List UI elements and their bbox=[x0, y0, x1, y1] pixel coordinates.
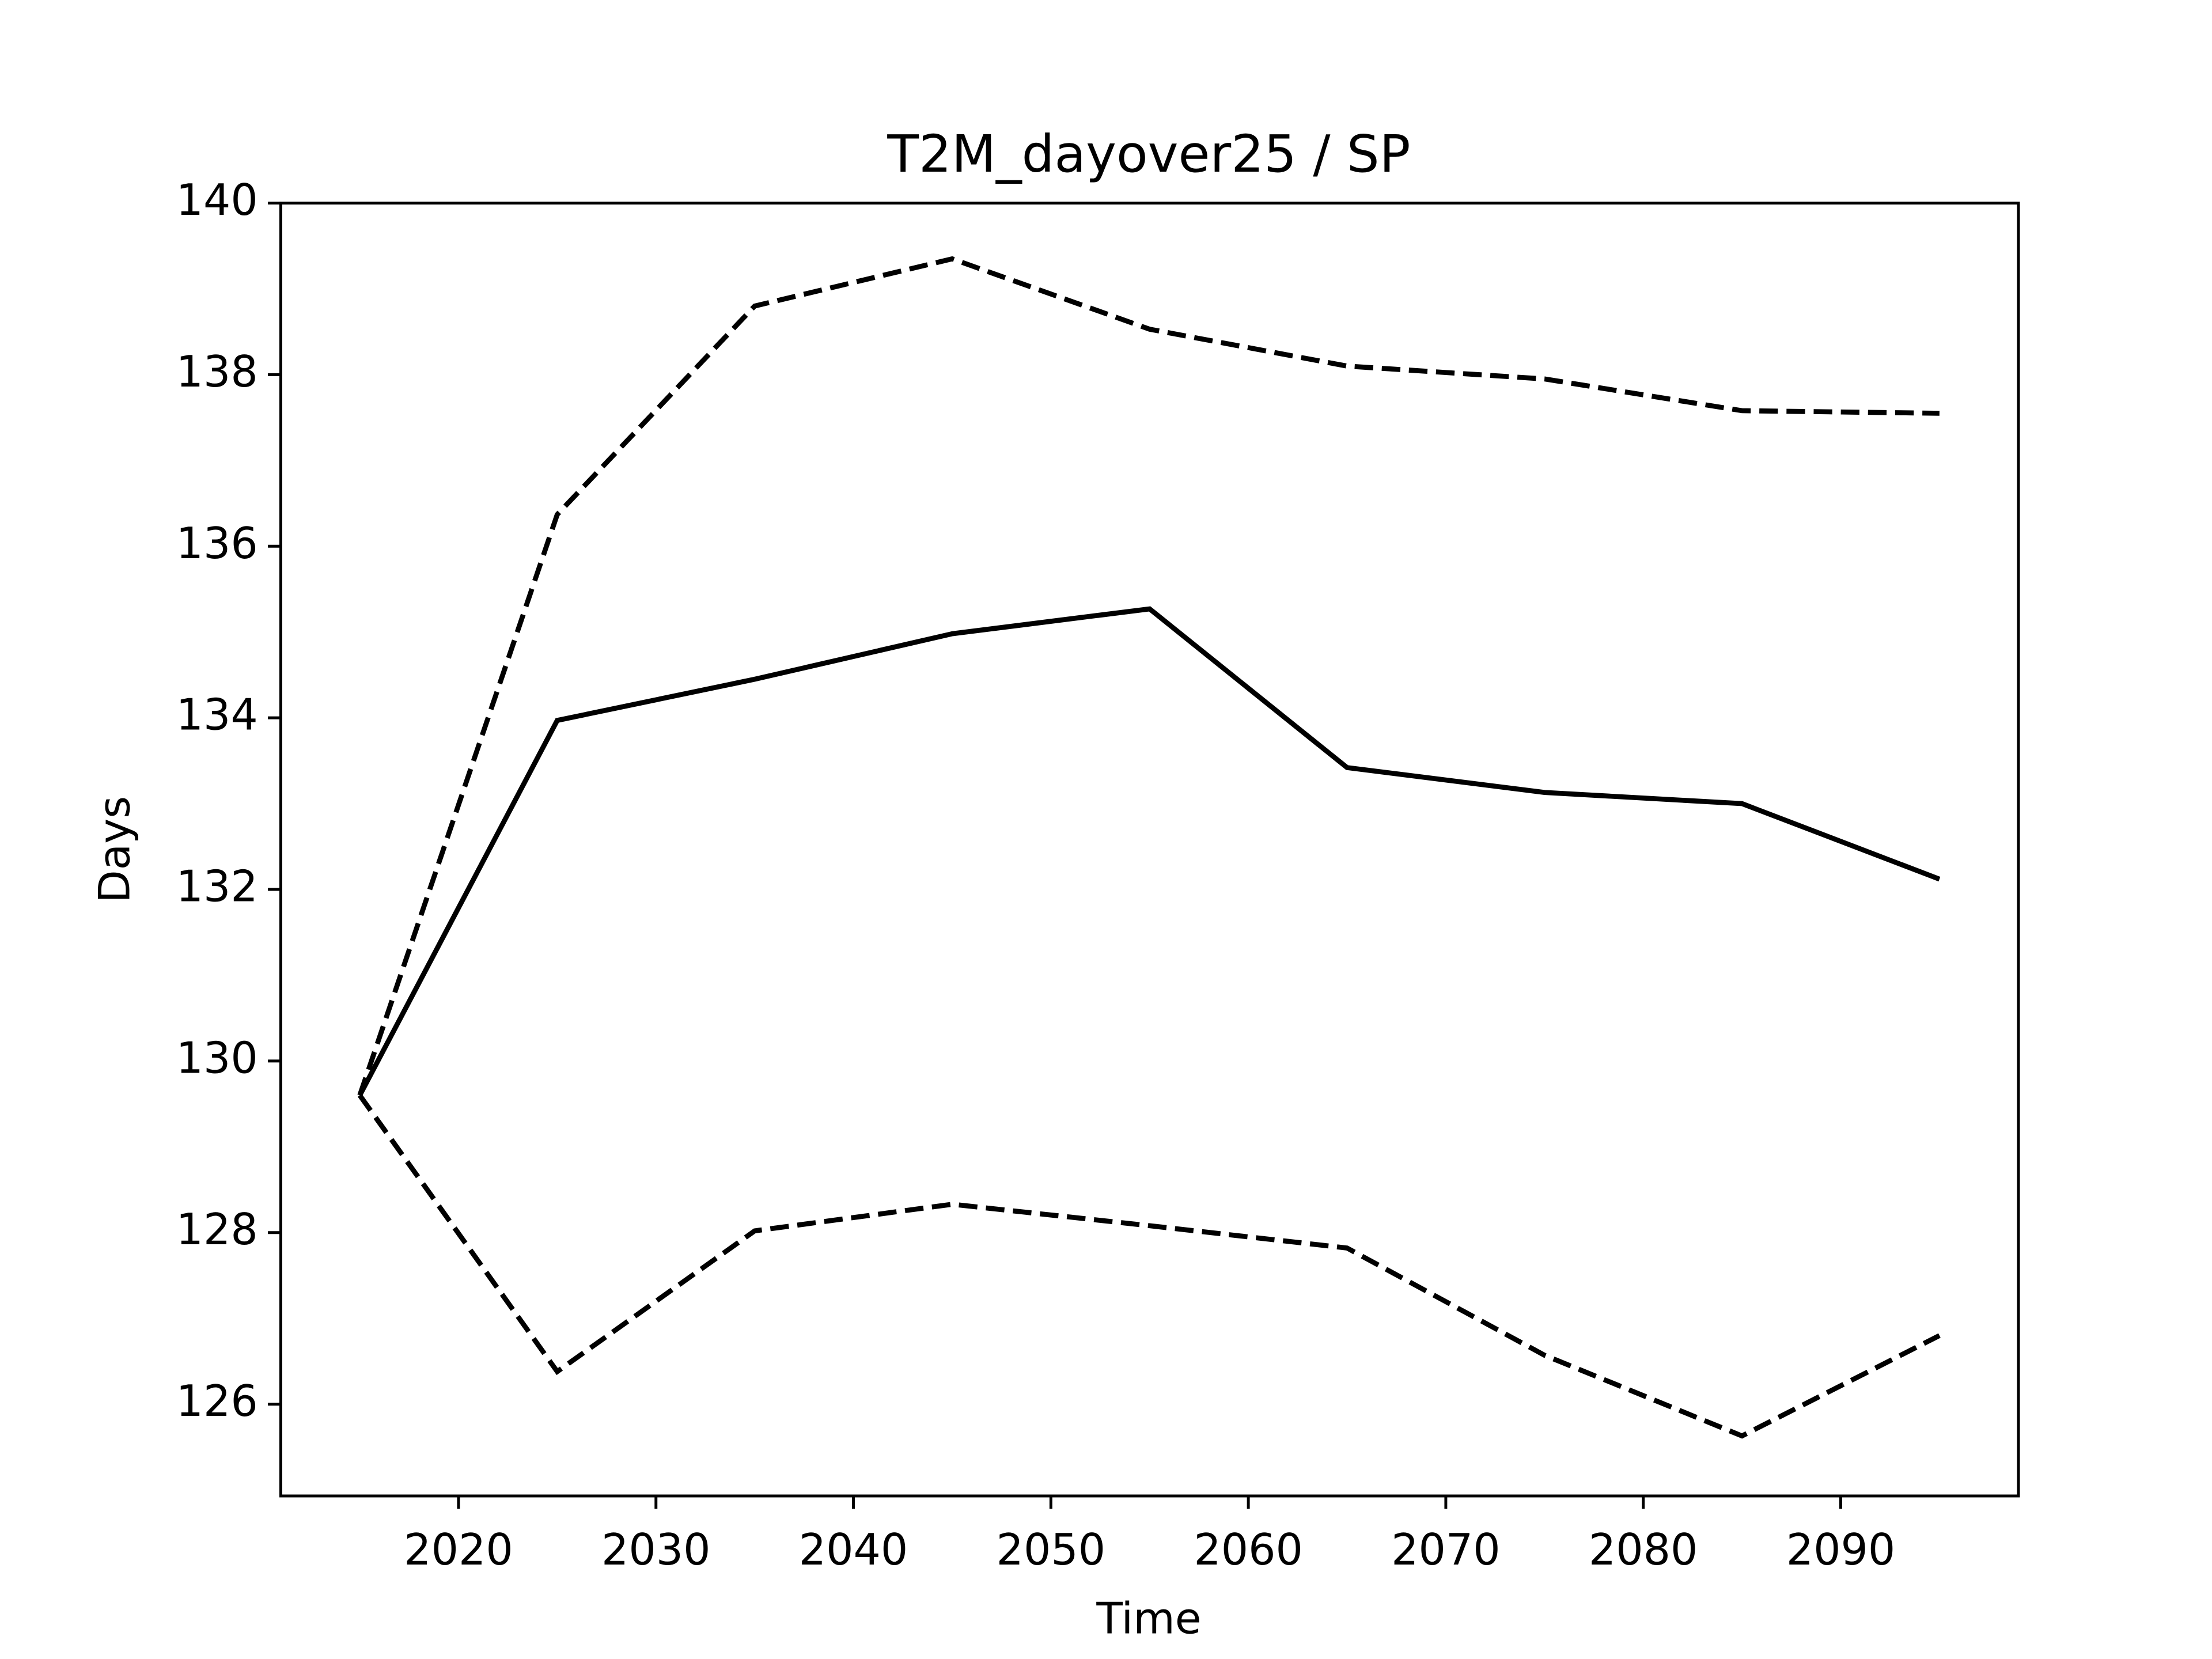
y-axis-label: Days bbox=[89, 796, 139, 903]
y-tick-label: 130 bbox=[176, 1033, 258, 1083]
x-tick-label: 2070 bbox=[1391, 1525, 1501, 1575]
y-tick-label: 128 bbox=[176, 1205, 258, 1255]
series-line bbox=[358, 1093, 1941, 1439]
series-line bbox=[357, 606, 1941, 1097]
y-tick-label: 134 bbox=[176, 690, 258, 740]
x-tick-label: 2080 bbox=[1589, 1525, 1698, 1575]
plot-frame bbox=[279, 202, 2020, 1498]
y-tick-label: 136 bbox=[176, 518, 258, 569]
x-axis-label: Time bbox=[1096, 1593, 1201, 1643]
y-tick-label: 138 bbox=[176, 347, 258, 397]
x-tick-label: 2060 bbox=[1194, 1525, 1303, 1575]
x-tick-label: 2050 bbox=[997, 1525, 1106, 1575]
x-tick-label: 2020 bbox=[404, 1525, 513, 1575]
x-tick-label: 2090 bbox=[1786, 1525, 1896, 1575]
y-tick-label: 126 bbox=[176, 1376, 258, 1426]
series-line bbox=[357, 256, 1940, 1096]
y-tick-label: 132 bbox=[176, 862, 258, 912]
x-tick-label: 2030 bbox=[601, 1525, 711, 1575]
x-tick-label: 2040 bbox=[799, 1525, 908, 1575]
y-tick-label: 140 bbox=[176, 175, 258, 225]
chart-title: T2M_dayover25 / SP bbox=[887, 124, 1410, 184]
